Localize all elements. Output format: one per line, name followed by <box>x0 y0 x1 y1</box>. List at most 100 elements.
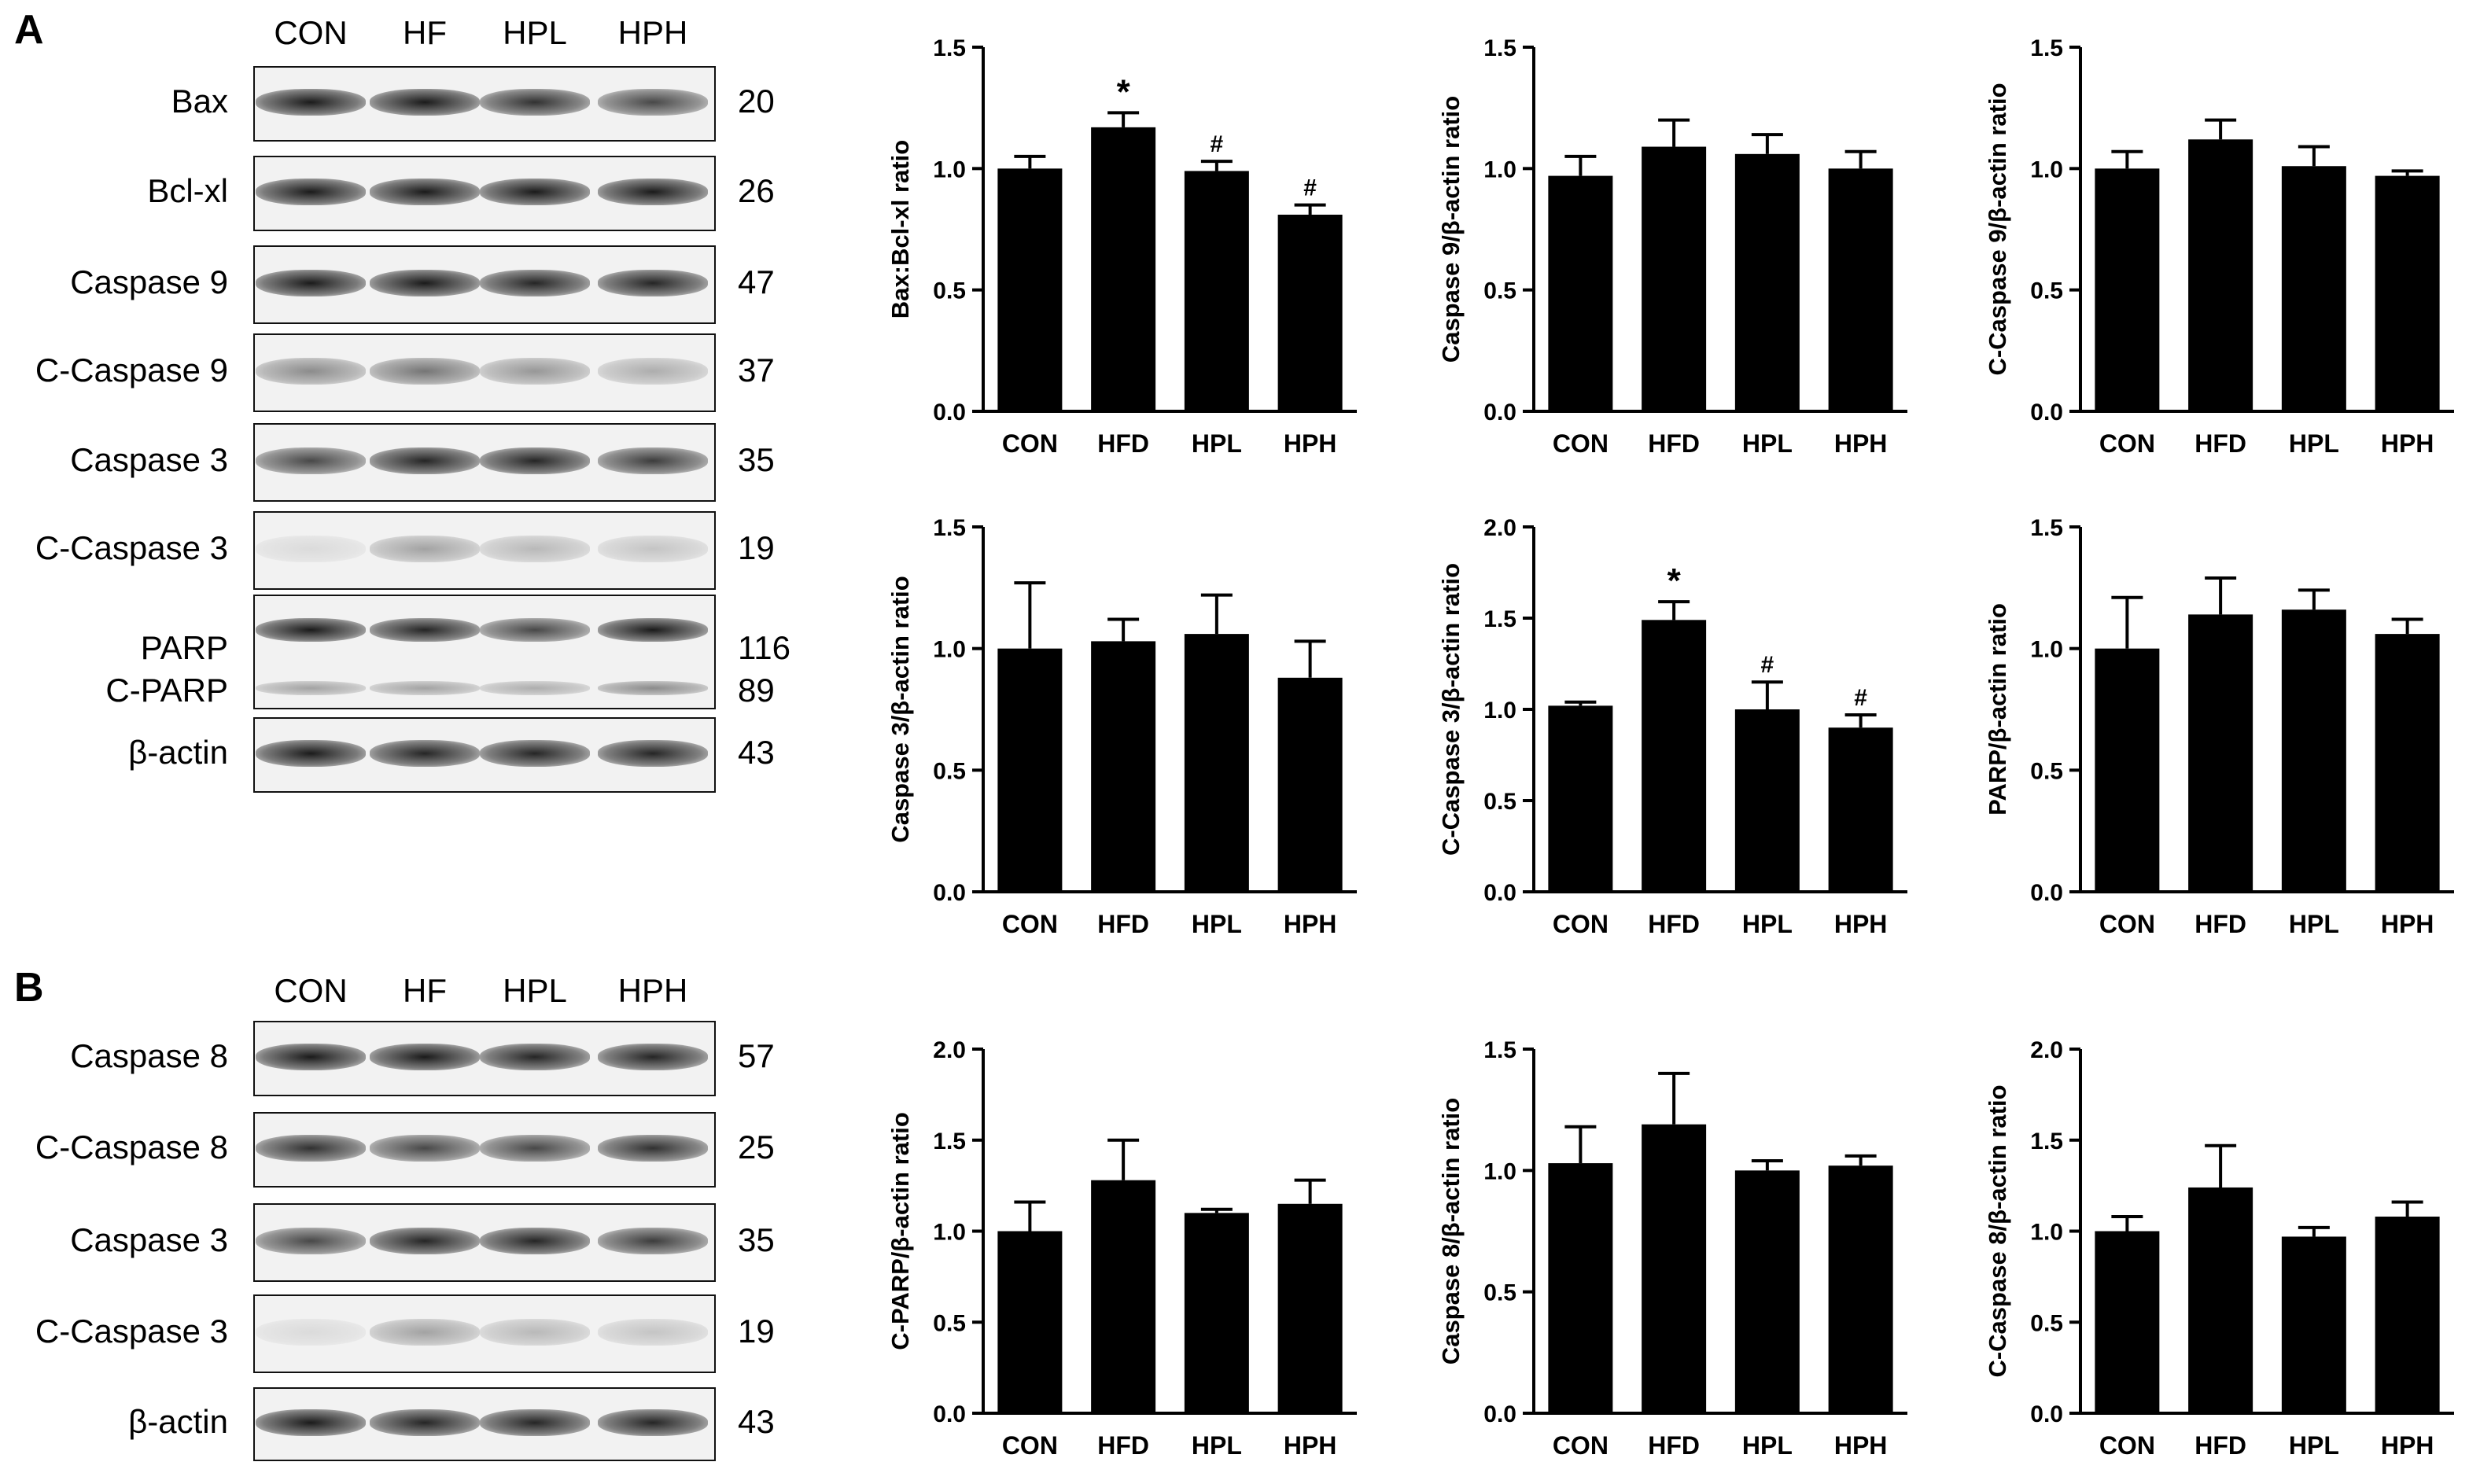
band-label: Bcl-xl <box>147 172 228 209</box>
bar <box>1548 705 1613 892</box>
blot-band <box>480 447 590 474</box>
mw-label: 35 <box>738 1221 775 1258</box>
x-tick-label: CON <box>1553 1431 1609 1460</box>
blot-band <box>480 681 590 695</box>
x-tick-label: HFD <box>1097 910 1149 938</box>
x-tick-label: CON <box>1553 910 1609 938</box>
band-label: C-PARP <box>105 672 228 709</box>
bar <box>1277 677 1343 892</box>
blot-band <box>256 1228 366 1254</box>
y-tick-label: 1.0 <box>2030 1220 2063 1246</box>
x-tick-label: HFD <box>2194 910 2246 938</box>
blot-band <box>370 536 480 562</box>
bar-chart: 0.0 0.5 1.0 1.5 C-Caspase 9/β-actin ratio CON… <box>1984 35 2454 458</box>
bar <box>1828 168 1893 412</box>
y-tick-label: 0.5 <box>1483 278 1516 304</box>
bar <box>1734 709 1800 892</box>
y-tick-label: 1.5 <box>1483 1037 1516 1063</box>
x-tick-label: HFD <box>1097 1431 1149 1460</box>
mw-label: 47 <box>738 263 775 300</box>
bar <box>997 168 1063 412</box>
mw-label: 37 <box>738 352 775 388</box>
y-axis-label: Caspase 8/β-actin ratio <box>1437 1098 1465 1364</box>
bar <box>1734 153 1800 411</box>
mw-label: 116 <box>738 629 790 666</box>
x-tick-label: HPL <box>1742 1431 1793 1460</box>
lane-label: HPH <box>617 972 688 1009</box>
blot-band <box>370 618 480 642</box>
x-tick-label: HPH <box>1834 1431 1888 1460</box>
x-tick-label: HFD <box>1097 429 1149 458</box>
blot-band <box>256 740 366 767</box>
blot-band <box>370 358 480 385</box>
x-tick-label: HPH <box>2381 429 2434 458</box>
bar <box>1184 171 1249 412</box>
x-tick-label: CON <box>2099 1431 2155 1460</box>
y-tick-label: 1.0 <box>1483 157 1516 182</box>
y-tick-label: 0.0 <box>1483 880 1516 906</box>
y-tick-label: 1.0 <box>933 157 966 182</box>
blot-band <box>256 1319 366 1346</box>
bar <box>997 648 1063 892</box>
blot-band <box>370 89 480 116</box>
y-tick-label: 1.0 <box>933 637 966 663</box>
y-axis-label: Caspase 9/β-actin ratio <box>1437 96 1465 363</box>
x-tick-label: HPL <box>1742 910 1793 938</box>
bar <box>1091 641 1156 892</box>
x-tick-label: HPL <box>1192 429 1242 458</box>
bar <box>2375 175 2440 412</box>
blot-strip <box>253 1294 716 1373</box>
bar <box>2281 1236 2346 1413</box>
x-tick-label: CON <box>1002 429 1058 458</box>
band-label: β-actin <box>128 1403 228 1440</box>
blot-band <box>480 358 590 385</box>
blot-band <box>256 358 366 385</box>
blot-band <box>598 618 708 642</box>
y-tick-label: 0.0 <box>2030 1401 2063 1427</box>
bar <box>997 1231 1063 1413</box>
bar <box>1091 127 1156 412</box>
blot-band <box>480 179 590 205</box>
y-axis-label: C-Caspase 8/β-actin ratio <box>1984 1084 2011 1377</box>
blot-band <box>480 270 590 296</box>
lane-label: HPL <box>503 14 567 51</box>
y-tick-label: 2.0 <box>933 1037 966 1063</box>
blot-band <box>598 358 708 385</box>
mw-label: 43 <box>738 1403 775 1440</box>
band-label: Bax <box>171 83 228 120</box>
y-tick-label: 1.0 <box>933 1220 966 1246</box>
y-tick-label: 0.5 <box>2030 1310 2063 1336</box>
y-axis-label: C-Caspase 3/β-actin ratio <box>1437 563 1465 856</box>
bar <box>1184 1213 1249 1413</box>
y-tick-label: 1.5 <box>1483 35 1516 61</box>
blot-band <box>480 740 590 767</box>
blot-band <box>598 1135 708 1162</box>
bar <box>2095 648 2160 892</box>
blot-band <box>256 179 366 205</box>
blot-band <box>256 681 366 695</box>
blot-band <box>256 618 366 642</box>
x-tick-label: CON <box>2099 429 2155 458</box>
blot-band <box>480 1409 590 1436</box>
blot-band <box>370 1135 480 1162</box>
y-tick-label: 2.0 <box>2030 1037 2063 1063</box>
x-tick-label: CON <box>1553 429 1609 458</box>
y-tick-label: 0.0 <box>933 880 966 906</box>
x-tick-label: HPH <box>1284 429 1337 458</box>
y-tick-label: 0.5 <box>933 278 966 304</box>
blot-band <box>480 1228 590 1254</box>
bar <box>1828 727 1893 892</box>
x-tick-label: HFD <box>1648 910 1700 938</box>
band-label: β-actin <box>128 734 228 771</box>
blot-band <box>480 1044 590 1070</box>
mw-label: 26 <box>738 172 775 209</box>
x-tick-label: HFD <box>2194 429 2246 458</box>
bar <box>2095 168 2160 412</box>
y-tick-label: 1.5 <box>1483 606 1516 632</box>
x-tick-label: HPH <box>1284 1431 1337 1460</box>
x-tick-label: HPL <box>1742 429 1793 458</box>
y-tick-label: 0.5 <box>933 1310 966 1336</box>
blot-band <box>370 681 480 695</box>
x-tick-label: HPL <box>1192 1431 1242 1460</box>
band-label: Caspase 3 <box>70 1221 228 1258</box>
